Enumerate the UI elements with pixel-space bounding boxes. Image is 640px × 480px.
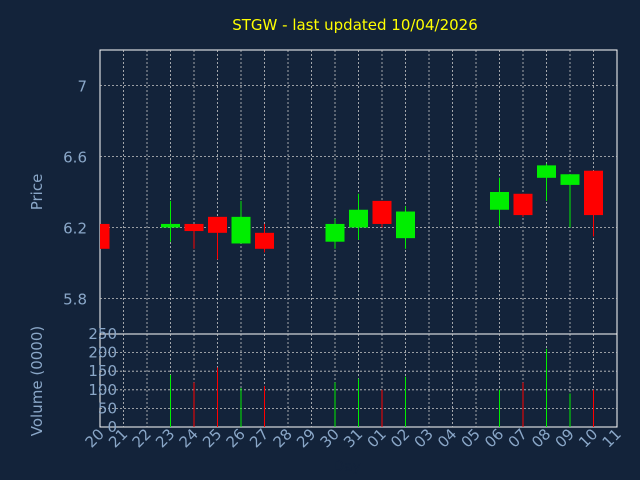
x-tick-label: 05 [458,425,484,451]
volume-tick-label: 50 [98,399,117,417]
x-tick-label: 27 [246,425,272,451]
x-tick-label: 01 [364,425,390,451]
x-tick-label: 20 [82,425,108,451]
candle-body [560,174,580,185]
candle-body [100,223,110,249]
x-tick-label: 03 [411,425,437,451]
y-axis-label: Price [28,174,46,211]
x-tick-label: 22 [129,425,155,451]
x-tick-label: 11 [599,425,625,451]
volume-panel: 0501001502002502021222324252627282930310… [82,325,625,451]
volume-tick-label: 250 [88,325,117,343]
x-tick-label: 26 [223,425,249,451]
x-tick-label: 07 [505,425,531,451]
x-tick-label: 06 [481,425,507,451]
price-tick-label: 7 [77,78,87,96]
candle-body [584,170,603,216]
candle-body [490,192,509,210]
x-tick-label: 25 [199,425,225,451]
x-tick-label: 04 [434,425,460,451]
volume-tick-label: 100 [88,381,117,399]
x-tick-label: 31 [340,425,366,451]
candle-body [325,223,345,242]
x-tick-label: 08 [528,425,554,451]
x-tick-label: 23 [152,425,178,451]
x-tick-label: 29 [293,425,319,451]
price-tick-label: 6.2 [63,220,87,238]
price-tick-label: 6.6 [63,149,87,167]
volume-tick-label: 150 [88,362,117,380]
candle-body [255,232,274,249]
candle-body [208,216,227,233]
candle-body [161,223,180,228]
x-tick-label: 28 [270,425,296,451]
candle-body [231,216,251,244]
x-tick-label: 02 [387,425,413,451]
candle-body [372,200,392,224]
x-tick-label: 10 [575,425,601,451]
x-axis-label: Day [333,459,361,475]
candle-body [396,211,415,239]
price-panel: 5.8 6.2 6.6 7 [63,49,618,335]
chart-title: STGW - last updated 10/04/2026 [232,16,478,34]
volume-axis-label: Volume (0000) [28,326,46,436]
x-tick-label: 30 [317,425,343,451]
candle-body [537,165,556,178]
x-tick-label: 09 [552,425,578,451]
candle-body [349,209,368,228]
candle-body [184,223,204,232]
volume-tick-label: 200 [88,344,117,362]
price-tick-label: 5.8 [63,291,87,309]
candles-group [100,163,603,260]
x-tick-label: 24 [176,425,202,451]
volume-tick-label: 0 [107,418,117,436]
candle-body [513,193,533,216]
